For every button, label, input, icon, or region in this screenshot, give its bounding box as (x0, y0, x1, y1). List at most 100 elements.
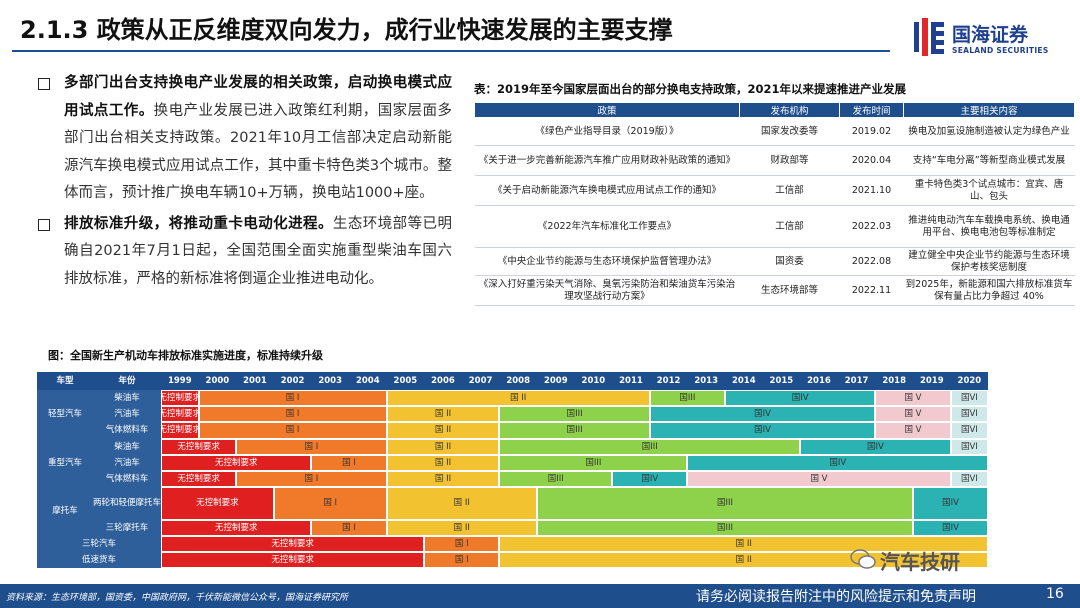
year-label: 2000 (198, 372, 237, 390)
policy-name: 《绿色产业指导目录（2019版）》 (474, 117, 740, 146)
policy-name: 《中央企业节约能源与生态环境保护监督管理办法》 (474, 247, 740, 276)
table-row: 《绿色产业指导目录（2019版）》 国家发改委等 2019.02 换电及加氢设施… (474, 117, 1075, 146)
standard-band: 无控制要求 (161, 552, 425, 569)
col-header-agency: 发布机构 (739, 102, 840, 118)
year-label: 2019 (913, 372, 951, 390)
standard-band: 国IV (800, 438, 951, 455)
watermark-text: 汽车技研 (880, 550, 960, 574)
checkbox-bullet-icon (38, 78, 50, 90)
policy-date: 2022.08 (839, 247, 904, 276)
standard-band: 国IV (913, 519, 989, 536)
policy-content: 推进纯电动汽车车载换电系统、换电通用平台、换电电池包等标准制定 (903, 205, 1075, 248)
logo-english-name: SEALAND SECURITIES (952, 46, 1049, 55)
standard-band: 国 I (236, 471, 387, 488)
table-header-row: 政策 发布机构 发布时间 主要相关内容 (474, 102, 1075, 118)
standard-band: 国III (499, 406, 650, 423)
standard-band: 国III (499, 422, 650, 439)
standard-band: 国III (649, 390, 725, 407)
policy-name: 《2022年汽车标准化工作要点》 (474, 205, 740, 248)
disclaimer: 请务必阅读报告附注中的风险提示和免责声明 (696, 589, 976, 605)
year-label: 2004 (349, 372, 387, 390)
year-label: 2017 (837, 372, 876, 390)
standard-band: 国III (537, 487, 913, 520)
policy-agency: 工信部 (739, 175, 840, 206)
chart-caption: 图：全国新生产机动车排放标准实施进度，标准持续升级 (48, 349, 323, 362)
vehicle-subtype-label: 柴油车 (93, 390, 161, 407)
table-row: 《2022年汽车标准化工作要点》 工信部 2022.03 推进纯电动汽车车载换电… (474, 205, 1075, 248)
year-label: 2010 (574, 372, 613, 390)
standard-band: 国VI (950, 471, 989, 488)
standard-band: 无控制要求 (161, 471, 237, 488)
year-label: 2015 (762, 372, 801, 390)
year-label: 1999 (161, 372, 199, 390)
standard-band: 国 V (875, 390, 951, 407)
vehicle-subtype-label: 两轮和轻便摩托车 (93, 487, 161, 520)
standard-band: 国 I (424, 552, 500, 569)
policy-name: 《关于启动新能源汽车换电模式应用试点工作的通知》 (474, 175, 740, 206)
vehicle-type-label: 三轮汽车 (37, 535, 161, 552)
policy-content: 重卡特色类3个试点城市：宜宾、唐山、包头 (903, 175, 1075, 206)
year-label: 2007 (461, 372, 500, 390)
policy-date: 2022.11 (839, 275, 904, 306)
vehicle-type-label: 重型汽车 (37, 438, 93, 488)
policy-agency: 国家发改委等 (739, 117, 840, 146)
policy-agency: 财政部等 (739, 145, 840, 176)
standard-band: 国III (499, 471, 613, 488)
standard-band: 国 V (875, 406, 951, 423)
standard-band: 国 II (386, 454, 500, 471)
year-label: 2008 (499, 372, 537, 390)
standard-band: 国III (499, 438, 801, 455)
year-label: 2020 (950, 372, 989, 390)
year-label: 2009 (537, 372, 575, 390)
standard-band: 国VI (950, 390, 989, 407)
title-divider (12, 50, 890, 52)
standard-band: 国 II (386, 519, 537, 536)
table-row: 《中央企业节约能源与生态环境保护监督管理办法》 国资委 2022.08 建立健全… (474, 247, 1075, 276)
policy-name: 《深入打好重污染天气消除、臭氧污染防治和柴油货车污染治理攻坚战行动方案》 (474, 275, 740, 306)
standard-band: 国VI (950, 406, 989, 423)
year-label: 2011 (612, 372, 650, 390)
bullet-heading: 排放标准升级，将推动重卡电动化进程。 (64, 215, 333, 232)
policy-agency: 生态环境部等 (739, 275, 840, 306)
bullet-list: 多部门出台支持换电产业发展的相关政策，启动换电模式应用试点工作。换电产业发展已进… (36, 70, 452, 293)
standard-band: 国 II (386, 438, 500, 455)
emission-standard-timeline: 车型 年份 1999 2000 2001 2002 2003 2004 2005 2006 2007… (37, 372, 991, 569)
standard-band: 国 V (875, 422, 951, 439)
standard-band: 国 II (386, 487, 537, 520)
vehicle-type-label: 低速货车 (37, 552, 161, 569)
standard-band: 无控制要求 (161, 438, 237, 455)
policy-date: 2021.10 (839, 175, 904, 206)
year-label: 2003 (311, 372, 349, 390)
standard-band: 国IV (725, 390, 876, 407)
table-row: 《关于启动新能源汽车换电模式应用试点工作的通知》 工信部 2021.10 重卡特… (474, 175, 1075, 206)
year-label: 2001 (236, 372, 274, 390)
vehicle-subtype-label: 气体燃料车 (93, 471, 161, 488)
header-vehicle-type: 车型 (37, 372, 93, 390)
vehicle-subtype-label: 汽油车 (93, 406, 161, 423)
table-row: 《深入打好重污染天气消除、臭氧污染防治和柴油货车污染治理攻坚战行动方案》 生态环… (474, 275, 1075, 306)
policy-table: 政策 发布机构 发布时间 主要相关内容 《绿色产业指导目录（2019版）》 国家… (474, 102, 1075, 306)
standard-band: 无控制要求 (161, 406, 199, 423)
table-row: 《关于进一步完善新能源汽车推广应用财政补贴政策的通知》 财政部等 2020.04… (474, 145, 1075, 176)
bullet-text: 换电产业发展已进入政策红利期，国家层面多部门出台相关支持政策。2021年10月工… (64, 102, 452, 202)
standard-band: 无控制要求 (161, 390, 199, 407)
standard-band: 国IV (649, 422, 876, 439)
policy-content: 到2025年，新能源和国六排放标准货车保有量占比力争超过 40% (903, 275, 1075, 306)
standard-band: 国 V (687, 471, 951, 488)
year-label: 2002 (273, 372, 312, 390)
year-label: 2018 (875, 372, 913, 390)
standard-band: 无控制要求 (161, 487, 274, 520)
footer-bar (0, 584, 1080, 608)
standard-band: 国 II (386, 406, 500, 423)
header-year: 年份 (93, 372, 161, 390)
vehicle-type-label: 轻型汽车 (37, 390, 93, 439)
checkbox-bullet-icon (38, 218, 50, 231)
standard-band: 国 II (386, 471, 500, 488)
col-header-content: 主要相关内容 (903, 102, 1075, 118)
standard-band: 无控制要求 (161, 535, 425, 552)
standard-band: 国IV (649, 406, 876, 423)
standard-band: 国 I (198, 422, 387, 439)
policy-name: 《关于进一步完善新能源汽车推广应用财政补贴政策的通知》 (474, 145, 740, 176)
page-title: 2.1.3 政策从正反维度双向发力，成行业快速发展的主要支撑 (20, 16, 673, 44)
vehicle-type-label: 摩托车 (37, 487, 93, 536)
